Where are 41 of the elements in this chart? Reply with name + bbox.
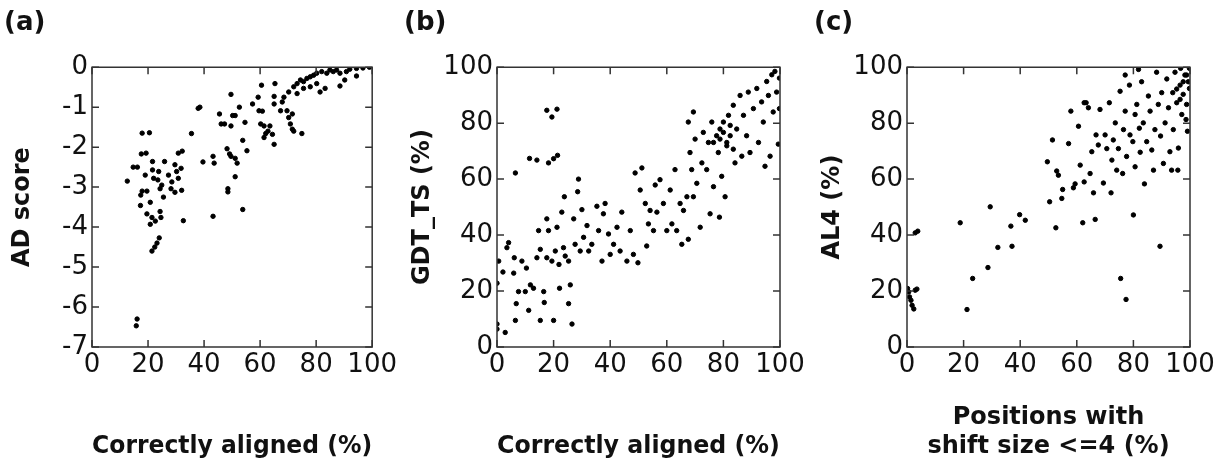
y-tick-label: -1 xyxy=(62,89,88,120)
y-axis-title: GDT_TS (%) xyxy=(406,129,435,286)
x-tick-label: 20 xyxy=(131,348,165,379)
x-tick-label: 40 xyxy=(593,348,627,379)
y-tick-label: 60 xyxy=(869,161,903,192)
x-tick-label: 100 xyxy=(1165,348,1215,379)
y-tick-label: -5 xyxy=(62,249,88,280)
x-tick-label: 60 xyxy=(1060,348,1094,379)
y-tick-label: 80 xyxy=(459,105,493,136)
y-tick-label: -4 xyxy=(62,209,88,240)
x-tick-label: 100 xyxy=(755,348,805,379)
y-tick-label: 0 xyxy=(71,49,88,80)
y-axis-title: AD score xyxy=(6,147,35,268)
y-tick-label: 40 xyxy=(869,217,903,248)
x-tick-label: 40 xyxy=(1003,348,1037,379)
y-tick-label: 20 xyxy=(869,273,903,304)
y-tick-label: -3 xyxy=(62,169,88,200)
x-tick-label: 80 xyxy=(1116,348,1150,379)
x-tick-label: 20 xyxy=(947,348,981,379)
chart-title: (b) xyxy=(404,6,447,37)
x-tick-label: 100 xyxy=(347,348,398,379)
y-tick-label: 40 xyxy=(459,217,493,248)
x-tick-label: 40 xyxy=(187,348,221,379)
y-tick-label: 60 xyxy=(459,161,493,192)
y-tick-label: -2 xyxy=(62,129,88,160)
x-tick-label: 80 xyxy=(706,348,740,379)
y-axis-title: AL4 (%) xyxy=(816,154,845,260)
chart-title: (c) xyxy=(814,6,854,37)
chart-title: (a) xyxy=(4,6,46,37)
x-axis-title: Positions with shift size <=4 (%) xyxy=(927,402,1170,459)
x-tick-label: 60 xyxy=(243,348,277,379)
y-tick-label: 80 xyxy=(869,105,903,136)
x-tick-label: 60 xyxy=(650,348,684,379)
y-tick-label: 20 xyxy=(459,273,493,304)
x-tick-label: 80 xyxy=(299,348,333,379)
x-axis-title: Correctly aligned (%) xyxy=(92,430,373,459)
y-tick-label: 100 xyxy=(853,49,903,80)
y-tick-label: 100 xyxy=(443,49,493,80)
x-axis-title: Correctly aligned (%) xyxy=(497,430,780,459)
x-tick-label: 20 xyxy=(537,348,571,379)
y-tick-label: -6 xyxy=(62,289,88,320)
